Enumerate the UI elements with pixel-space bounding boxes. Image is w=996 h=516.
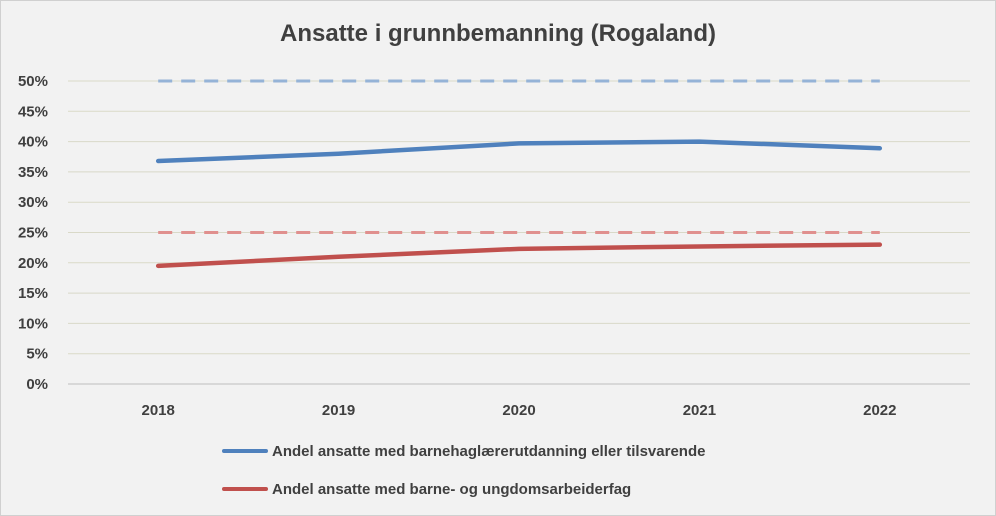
legend-swatch-barnehaglaerer xyxy=(222,449,268,453)
target-lines xyxy=(158,79,880,234)
y-tick-label: 5% xyxy=(26,346,48,363)
legend-label-barnehaglaerer: Andel ansatte med barnehaglærerutdanning… xyxy=(272,442,706,460)
legend-swatch-barne-ungdomsarbeider xyxy=(222,487,268,491)
y-tick-label: 15% xyxy=(18,285,48,302)
x-tick-label: 2020 xyxy=(502,402,535,419)
gridlines xyxy=(68,80,970,385)
legend-label-barne-ungdomsarbeider: Andel ansatte med barne- og ungdomsarbei… xyxy=(272,480,632,498)
y-tick-label: 35% xyxy=(18,164,48,181)
y-tick-label: 20% xyxy=(18,255,48,272)
x-tick-label: 2018 xyxy=(142,402,175,419)
chart-title: Ansatte i grunnbemanning (Rogaland) xyxy=(280,20,716,47)
series-lines xyxy=(155,139,883,269)
y-tick-label: 45% xyxy=(18,103,48,120)
legend-item-barne-ungdomsarbeider: Andel ansatte med barne- og ungdomsarbei… xyxy=(222,478,631,500)
y-tick-label: 30% xyxy=(18,194,48,211)
x-tick-label: 2019 xyxy=(322,402,355,419)
legend-item-barnehaglaerer: Andel ansatte med barnehaglærerutdanning… xyxy=(222,440,705,462)
x-axis-ticks: 2018 2019 2020 2021 2022 xyxy=(142,402,897,419)
series-line-1 xyxy=(155,139,883,164)
y-tick-label: 10% xyxy=(18,315,48,332)
y-tick-label: 0% xyxy=(26,376,48,393)
x-tick-label: 2022 xyxy=(863,402,896,419)
y-tick-label: 50% xyxy=(18,73,48,90)
y-tick-label: 25% xyxy=(18,225,48,242)
x-tick-label: 2021 xyxy=(683,402,716,419)
y-tick-label: 40% xyxy=(18,134,48,151)
y-axis-ticks: 0% 5% 10% 15% 20% 25% 30% 35% 40% 45% 50% xyxy=(18,73,48,393)
